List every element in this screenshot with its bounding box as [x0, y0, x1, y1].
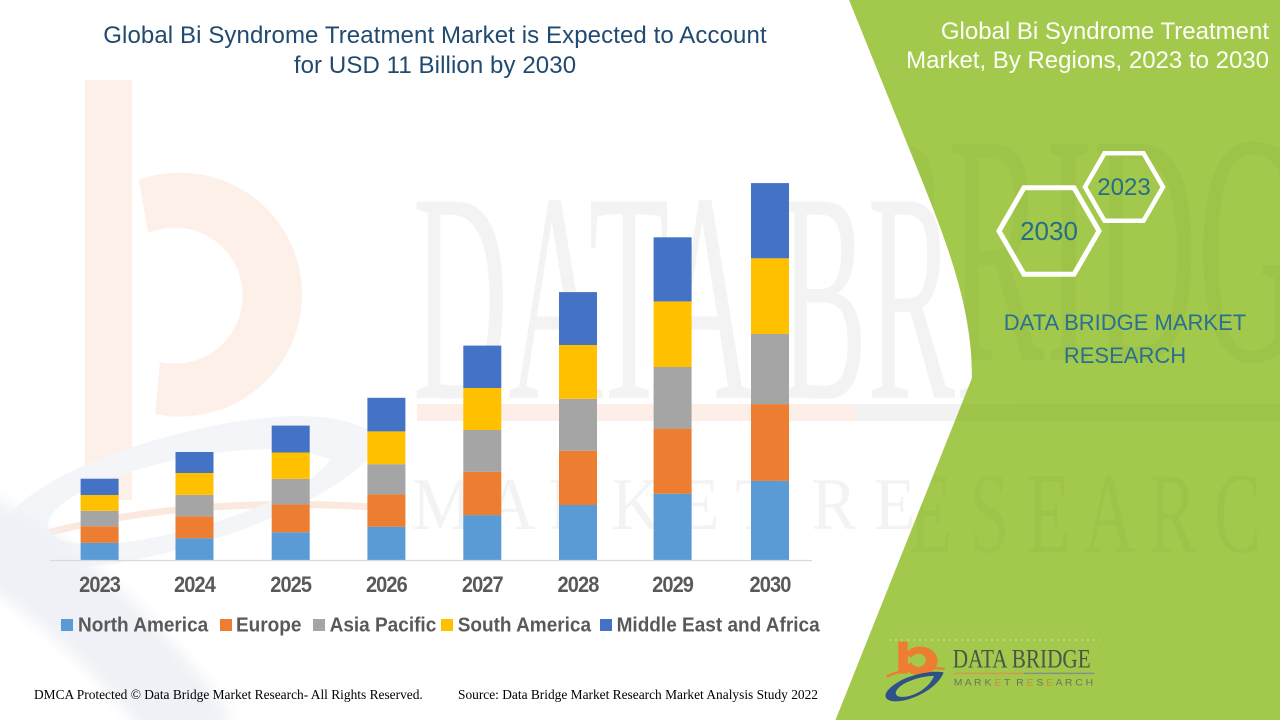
svg-text:2023: 2023 — [1097, 174, 1150, 201]
svg-text:DATA BRIDGE: DATA BRIDGE — [953, 645, 1091, 674]
svg-text:2030: 2030 — [1020, 216, 1078, 246]
svg-text:M A R K E T R E S E A R C H: M A R K E T R E S E A R C H — [954, 678, 1093, 688]
